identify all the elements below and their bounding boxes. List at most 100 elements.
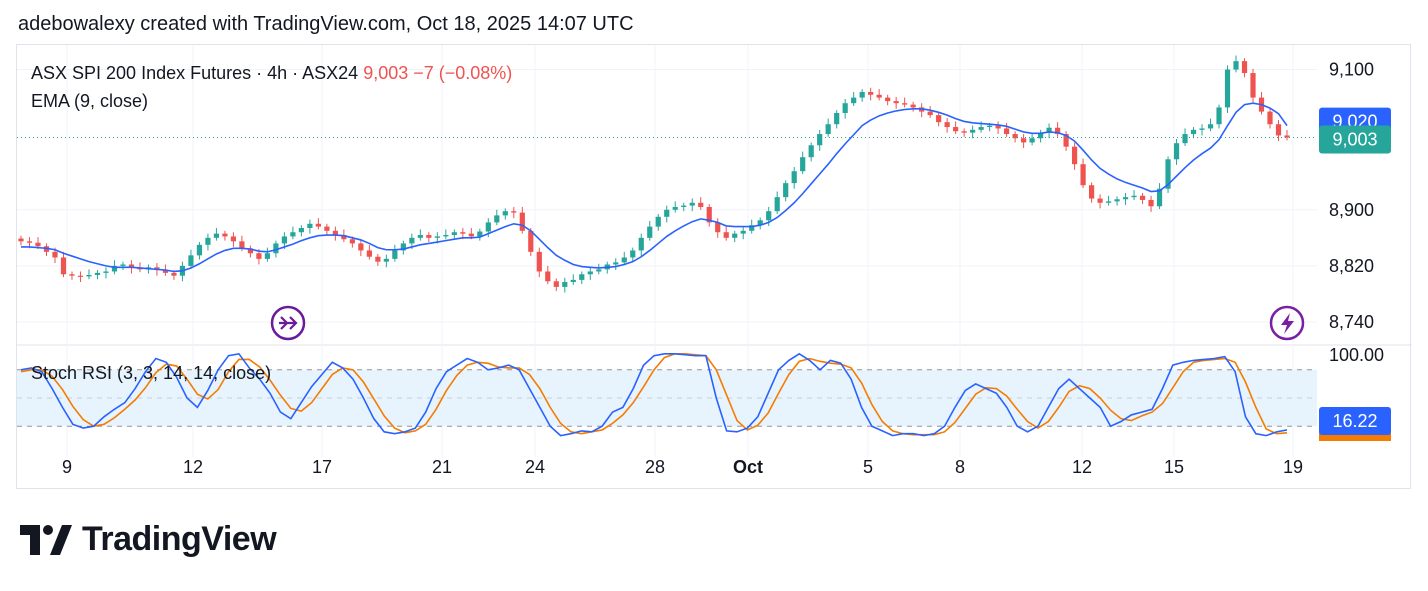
candle-body bbox=[808, 145, 814, 158]
candle bbox=[732, 230, 738, 243]
candle-body bbox=[1037, 132, 1044, 139]
candle bbox=[1233, 55, 1239, 73]
candle-body bbox=[698, 202, 704, 207]
time-axis-label: 9 bbox=[62, 457, 72, 477]
candle-body bbox=[26, 241, 33, 243]
candle bbox=[1012, 131, 1018, 143]
candle-body bbox=[1224, 69, 1231, 108]
candle-body bbox=[18, 238, 24, 242]
candle bbox=[800, 151, 806, 175]
candle-body bbox=[1004, 128, 1010, 135]
tradingview-logo[interactable]: TradingView bbox=[20, 520, 277, 559]
time-axis-label: 28 bbox=[645, 457, 665, 477]
candle bbox=[222, 230, 228, 241]
candle bbox=[1004, 122, 1010, 137]
candle bbox=[1046, 123, 1052, 139]
stoch-k-line bbox=[20, 352, 1288, 437]
candle-body bbox=[366, 250, 372, 257]
candle-body bbox=[1241, 61, 1248, 74]
replay-arrow-ring bbox=[270, 305, 306, 341]
candle-body bbox=[723, 232, 729, 238]
candle bbox=[885, 94, 891, 106]
stoch-legend: Stoch RSI (3, 3, 14, 14, close) bbox=[31, 363, 271, 383]
candle bbox=[1131, 190, 1137, 200]
candle bbox=[43, 243, 50, 257]
chart-attribution: adebowalexy created with TradingView.com… bbox=[18, 13, 634, 35]
candle bbox=[188, 249, 194, 269]
candle-body bbox=[519, 212, 525, 231]
candle-body bbox=[757, 220, 763, 226]
candle-body bbox=[315, 223, 321, 227]
candle bbox=[60, 251, 67, 278]
candle-body bbox=[1233, 61, 1239, 70]
candle-body bbox=[1080, 164, 1086, 186]
candle bbox=[1250, 68, 1256, 104]
candle-body bbox=[1029, 138, 1035, 143]
replay-arrow-icon[interactable] bbox=[270, 305, 306, 341]
time-axis-label: 21 bbox=[432, 457, 452, 477]
candle-body bbox=[298, 228, 304, 233]
candle-body bbox=[876, 94, 882, 98]
candle-body bbox=[953, 127, 959, 132]
candle-body bbox=[1046, 127, 1052, 133]
candle-body bbox=[1182, 134, 1188, 144]
candle bbox=[706, 204, 712, 227]
lightning-icon[interactable] bbox=[1269, 305, 1305, 341]
candle-body bbox=[94, 272, 101, 275]
candle-body bbox=[103, 271, 109, 273]
candle bbox=[196, 242, 203, 260]
candle-body bbox=[885, 97, 891, 102]
candle bbox=[910, 101, 916, 112]
chart-frame[interactable]: 9,100 8,900 8,820 8,740 9,020 9,003 ASX SPI 20… bbox=[16, 44, 1412, 490]
candle-body bbox=[451, 232, 457, 236]
stoch-axis-label: 100.00 bbox=[1329, 345, 1384, 365]
candle-body bbox=[987, 125, 993, 128]
candle bbox=[570, 274, 576, 285]
last-price-badge-bg bbox=[1319, 125, 1391, 154]
candle bbox=[919, 103, 925, 118]
candle bbox=[681, 202, 687, 212]
candle bbox=[664, 205, 670, 223]
candle-body bbox=[970, 129, 976, 133]
candle bbox=[358, 239, 364, 257]
candle bbox=[383, 254, 389, 268]
candle bbox=[1224, 65, 1231, 114]
candle-body bbox=[579, 274, 585, 280]
candle-body bbox=[485, 222, 491, 232]
candle-body bbox=[1148, 199, 1154, 207]
candle bbox=[375, 253, 381, 266]
candle bbox=[902, 97, 908, 108]
candle-body bbox=[409, 237, 415, 244]
candle-body bbox=[732, 233, 738, 238]
candle bbox=[1207, 118, 1214, 132]
candle bbox=[1199, 124, 1205, 136]
candle bbox=[927, 106, 933, 118]
candle-body bbox=[120, 264, 126, 266]
candle bbox=[1156, 183, 1163, 210]
candle-body bbox=[239, 241, 245, 249]
stoch-k-badge-bg bbox=[1319, 407, 1391, 435]
candle bbox=[77, 271, 84, 282]
candle-body bbox=[1105, 201, 1112, 203]
candle-body bbox=[562, 281, 568, 287]
candle-body bbox=[383, 258, 389, 262]
candle bbox=[893, 96, 899, 109]
candle bbox=[562, 277, 568, 293]
candle bbox=[740, 226, 746, 240]
candle bbox=[1097, 194, 1103, 209]
candle bbox=[247, 245, 254, 258]
candle bbox=[120, 261, 126, 271]
candle bbox=[757, 217, 763, 230]
candle bbox=[1275, 120, 1282, 142]
candle bbox=[86, 269, 92, 280]
candle bbox=[205, 233, 211, 251]
stoch-k-badge: 16.22 bbox=[1332, 411, 1377, 431]
candle-body bbox=[1267, 111, 1273, 125]
candle-body bbox=[171, 272, 177, 276]
candle-body bbox=[494, 215, 500, 223]
candle-body bbox=[1275, 124, 1282, 136]
time-axis-label: 19 bbox=[1283, 457, 1303, 477]
price-axis-label: 8,740 bbox=[1329, 312, 1374, 332]
candle-body bbox=[375, 256, 381, 262]
